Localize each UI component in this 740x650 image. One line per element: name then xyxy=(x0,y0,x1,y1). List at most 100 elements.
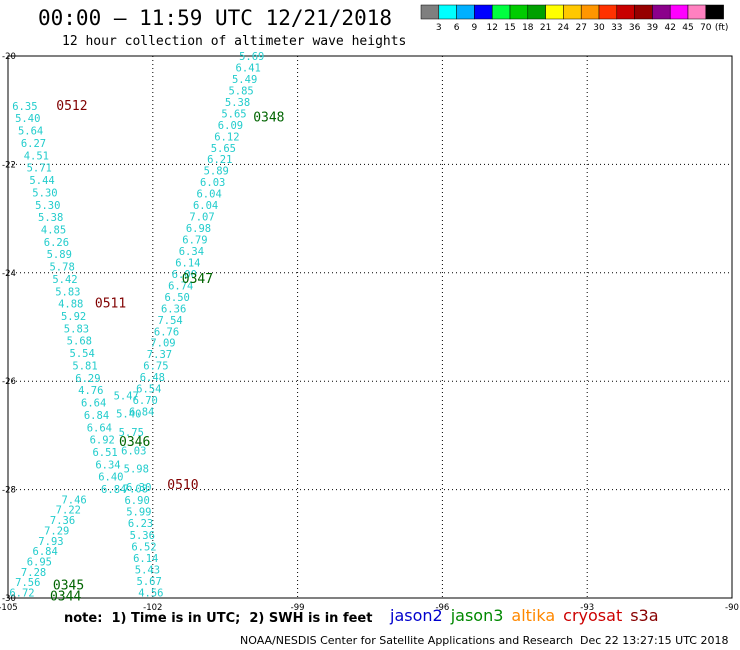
longitude-ticks: -105 -102 -99 -96 -93 -90 xyxy=(0,603,739,613)
colorbar-label: 39 xyxy=(647,23,659,33)
wave-height-value: 7.93 xyxy=(38,536,63,548)
wave-height-value: 5.81 xyxy=(72,360,97,372)
wave-height-value: 5.38 xyxy=(38,212,63,224)
wave-height-value: 6.50 xyxy=(165,292,190,304)
wave-height-value: 6.00 xyxy=(172,269,197,281)
wave-height-value: 4.85 xyxy=(41,224,66,236)
lat-tick-label: -20 xyxy=(2,52,16,62)
wave-height-value: 5.71 xyxy=(27,163,52,175)
wave-height-value: 6.23 xyxy=(128,518,153,530)
wave-height-value: 6.30 xyxy=(126,482,151,494)
wave-height-value: 6.84 xyxy=(101,484,126,496)
pass-time-label: 0345 xyxy=(53,578,84,593)
wave-height-value: 5.54 xyxy=(70,348,95,360)
wave-height-value: 5.40 xyxy=(15,113,40,125)
colorbar-label: 18 xyxy=(522,23,534,33)
wave-height-value: 5.43 xyxy=(135,564,160,576)
units-note: note: 1) Time is in UTC; 2) SWH is in fe… xyxy=(64,611,373,626)
colorbar-label: 45 xyxy=(682,23,693,33)
wave-height-value: 6.64 xyxy=(81,398,106,410)
wave-height-value: 5.47 xyxy=(114,390,139,402)
wave-height-value: 6.14 xyxy=(133,553,158,565)
wave-height-value: 4.76 xyxy=(78,385,103,397)
colorbar-swatch xyxy=(509,4,529,20)
pass-time-label: 0510 xyxy=(167,478,198,493)
colorbar-label: 36 xyxy=(629,23,641,33)
wave-height-value: 5.78 xyxy=(49,262,74,274)
wave-height-value: 5.89 xyxy=(204,166,229,178)
wave-height-value: 6.52 xyxy=(131,541,156,553)
wave-height-value: 6.95 xyxy=(27,557,52,569)
wave-height-value: 6.29 xyxy=(75,373,100,385)
wave-height-value: 5.68 xyxy=(67,336,92,348)
wave-height-value: 6.21 xyxy=(207,154,232,166)
wave-height-value: 5.42 xyxy=(52,274,77,286)
wave-height-value: 6.75 xyxy=(143,361,168,373)
colorbar-label: 24 xyxy=(558,23,570,33)
wave-height-value: 6.03 xyxy=(200,177,225,189)
lat-tick-label: -30 xyxy=(2,594,16,604)
wave-height-tracks: 6.355.405.646.274.515.715.445.305.305.38… xyxy=(9,51,264,600)
colorbar-label: 42 xyxy=(664,23,675,33)
satellite-name-cryosat: cryosat xyxy=(563,606,623,625)
wave-height-value: 6.09 xyxy=(218,120,243,132)
wave-height-value: 6.84 xyxy=(33,546,58,558)
wave-height-value: 6.70 xyxy=(133,395,158,407)
colorbar-label: 3 xyxy=(436,23,442,33)
wave-height-value: 6.74 xyxy=(168,280,193,292)
wave-height-value: 6.98 xyxy=(186,223,211,235)
wave-height-value: 5.98 xyxy=(124,464,149,476)
colorbar-swatch xyxy=(420,4,440,20)
lon-tick-label: -105 xyxy=(0,603,18,613)
wave-height-value: 7.08 xyxy=(123,484,148,496)
satellite-name-altika: altika xyxy=(511,606,556,625)
wave-height-value: 5.67 xyxy=(137,576,162,588)
pass-time-label: 0511 xyxy=(95,297,126,312)
wave-height-value: 7.56 xyxy=(15,577,40,589)
wave-height-value: 5.83 xyxy=(64,323,89,335)
colorbar-swatch xyxy=(563,4,582,20)
wave-height-value: 5.36 xyxy=(130,530,155,542)
colorbar-swatch xyxy=(580,4,600,20)
wave-height-value: 7.37 xyxy=(147,349,172,361)
lat-tick-label: -28 xyxy=(2,486,16,496)
colorbar-label: 12 xyxy=(486,23,497,33)
wave-height-value: 6.34 xyxy=(179,246,204,258)
satellite-name-s3a: s3a xyxy=(630,606,659,625)
wave-height-value: 6.27 xyxy=(21,138,46,150)
wave-height-value: 5.83 xyxy=(55,286,80,298)
wave-height-value: 7.36 xyxy=(50,515,75,527)
wave-height-value: 7.09 xyxy=(150,338,175,350)
colorbar-swatch xyxy=(438,4,457,20)
wave-height-value: 6.48 xyxy=(140,372,165,384)
wave-height-value: 4.51 xyxy=(24,150,49,162)
wave-height-value: 7.07 xyxy=(189,212,214,224)
wave-height-value: 7.29 xyxy=(44,525,69,537)
wave-height-value: 6.54 xyxy=(136,384,161,396)
colorbar-swatch xyxy=(652,4,671,20)
satellite-name-jason2: jason2 xyxy=(390,606,443,625)
lat-tick-label: -26 xyxy=(2,377,16,387)
lon-tick-label: -99 xyxy=(291,603,305,613)
colorbar-label: 27 xyxy=(575,23,586,33)
wave-height-value: 7.28 xyxy=(21,567,46,579)
wave-height-value: 5.99 xyxy=(126,507,151,519)
wave-height-value: 6.40 xyxy=(98,472,123,484)
wave-height-value: 4.88 xyxy=(58,299,83,311)
wave-height-value: 6.14 xyxy=(175,257,200,269)
colorbar-swatch xyxy=(669,4,689,20)
wave-height-value: 6.92 xyxy=(90,435,115,447)
wave-height-value: 6.26 xyxy=(44,237,69,249)
colorbar-label: 21 xyxy=(540,23,551,33)
colorbar-swatch xyxy=(616,4,635,20)
wave-height-value: 6.84 xyxy=(84,410,109,422)
pass-time-label: 0346 xyxy=(119,435,150,450)
lat-tick-label: -22 xyxy=(2,160,16,170)
colorbar-swatch xyxy=(598,4,618,20)
wave-height-value: 5.40 xyxy=(116,409,141,421)
colorbar-label: 6 xyxy=(454,23,460,33)
wave-height-value: 5.44 xyxy=(29,175,54,187)
wave-height-value: 5.89 xyxy=(47,249,72,261)
pass-time-label: 0344 xyxy=(50,589,81,604)
